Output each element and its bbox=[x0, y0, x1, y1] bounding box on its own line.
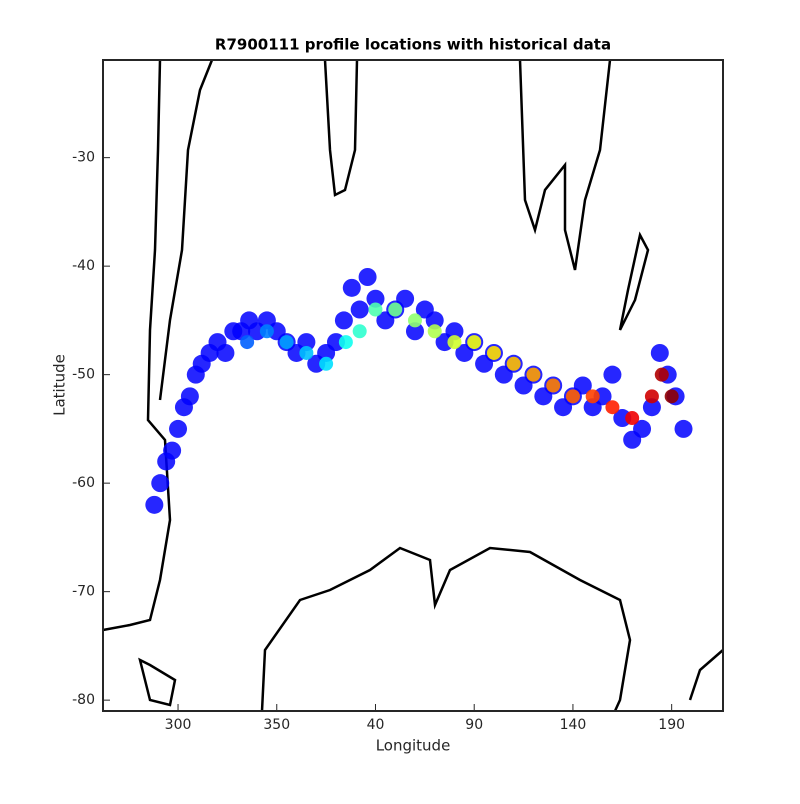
profile-point bbox=[654, 367, 669, 382]
y-tick-label: -60 bbox=[72, 475, 95, 491]
x-axis-label: Longitude bbox=[376, 737, 451, 755]
profile-point bbox=[585, 389, 600, 404]
profile-point bbox=[368, 302, 383, 317]
historical-point bbox=[573, 376, 592, 395]
profile-point bbox=[259, 324, 274, 339]
historical-point bbox=[334, 311, 353, 330]
historical-point bbox=[216, 343, 235, 362]
historical-point bbox=[180, 387, 199, 406]
coastline bbox=[618, 231, 650, 331]
y-axis-label: Latitude bbox=[51, 354, 69, 416]
historical-point bbox=[342, 278, 361, 297]
x-tick-label: 40 bbox=[367, 717, 385, 733]
historical-point bbox=[358, 268, 377, 286]
profile-point bbox=[467, 335, 482, 350]
historical-point bbox=[674, 419, 693, 438]
coastline bbox=[102, 59, 172, 632]
historical-point bbox=[633, 419, 652, 438]
profile-point bbox=[546, 378, 561, 393]
x-tick-label: 190 bbox=[658, 717, 685, 733]
profile-point bbox=[388, 302, 403, 317]
profile-point bbox=[447, 335, 462, 350]
profile-point bbox=[644, 389, 659, 404]
profile-point bbox=[625, 411, 640, 426]
profile-point bbox=[240, 335, 255, 350]
x-tick-label: 300 bbox=[165, 717, 192, 733]
historical-point bbox=[593, 387, 612, 406]
profile-point bbox=[526, 367, 541, 382]
historical-point bbox=[425, 311, 444, 330]
profile-point bbox=[486, 345, 501, 360]
historical-point bbox=[603, 365, 622, 384]
coastline bbox=[323, 59, 359, 197]
axes-box bbox=[102, 59, 724, 712]
historical-point bbox=[445, 322, 464, 341]
historical-point bbox=[350, 300, 369, 319]
chart-title: R7900111 profile locations with historic… bbox=[215, 36, 611, 54]
coastlines bbox=[102, 59, 724, 712]
y-tick-label: -30 bbox=[72, 150, 95, 166]
profile-point bbox=[279, 335, 294, 350]
historical-point bbox=[405, 322, 424, 341]
profile-point bbox=[352, 324, 367, 339]
x-tick-label: 90 bbox=[465, 717, 483, 733]
coastline bbox=[138, 657, 177, 707]
coastline bbox=[158, 59, 214, 401]
y-tick-label: -50 bbox=[72, 367, 95, 383]
profile-point bbox=[299, 345, 314, 360]
profile-point bbox=[506, 356, 521, 371]
coastline bbox=[518, 59, 612, 271]
y-tick-label: -70 bbox=[72, 584, 95, 600]
historical-point bbox=[396, 289, 415, 308]
historical-point bbox=[145, 495, 164, 514]
historical-point bbox=[163, 441, 182, 460]
profile-point bbox=[338, 335, 353, 350]
profile-point bbox=[605, 400, 620, 415]
x-tick-label: 140 bbox=[560, 717, 587, 733]
plot-area bbox=[145, 268, 693, 514]
historical-point bbox=[297, 333, 316, 352]
historical-point bbox=[169, 419, 188, 438]
historical-point bbox=[366, 289, 385, 308]
historical-point bbox=[642, 398, 661, 417]
profile-point bbox=[664, 389, 679, 404]
profile-point bbox=[319, 356, 334, 371]
historical-point bbox=[650, 343, 669, 362]
profile-point bbox=[565, 389, 580, 404]
profile-point bbox=[427, 324, 442, 339]
y-tick-label: -80 bbox=[72, 692, 95, 708]
historical-point bbox=[613, 409, 632, 428]
coastline bbox=[688, 649, 724, 701]
historical-point bbox=[326, 333, 345, 352]
profile-point bbox=[407, 313, 422, 328]
coastline bbox=[260, 546, 632, 712]
x-tick-label: 350 bbox=[263, 717, 290, 733]
historical-point bbox=[151, 474, 170, 493]
y-tick-label: -40 bbox=[72, 258, 95, 274]
